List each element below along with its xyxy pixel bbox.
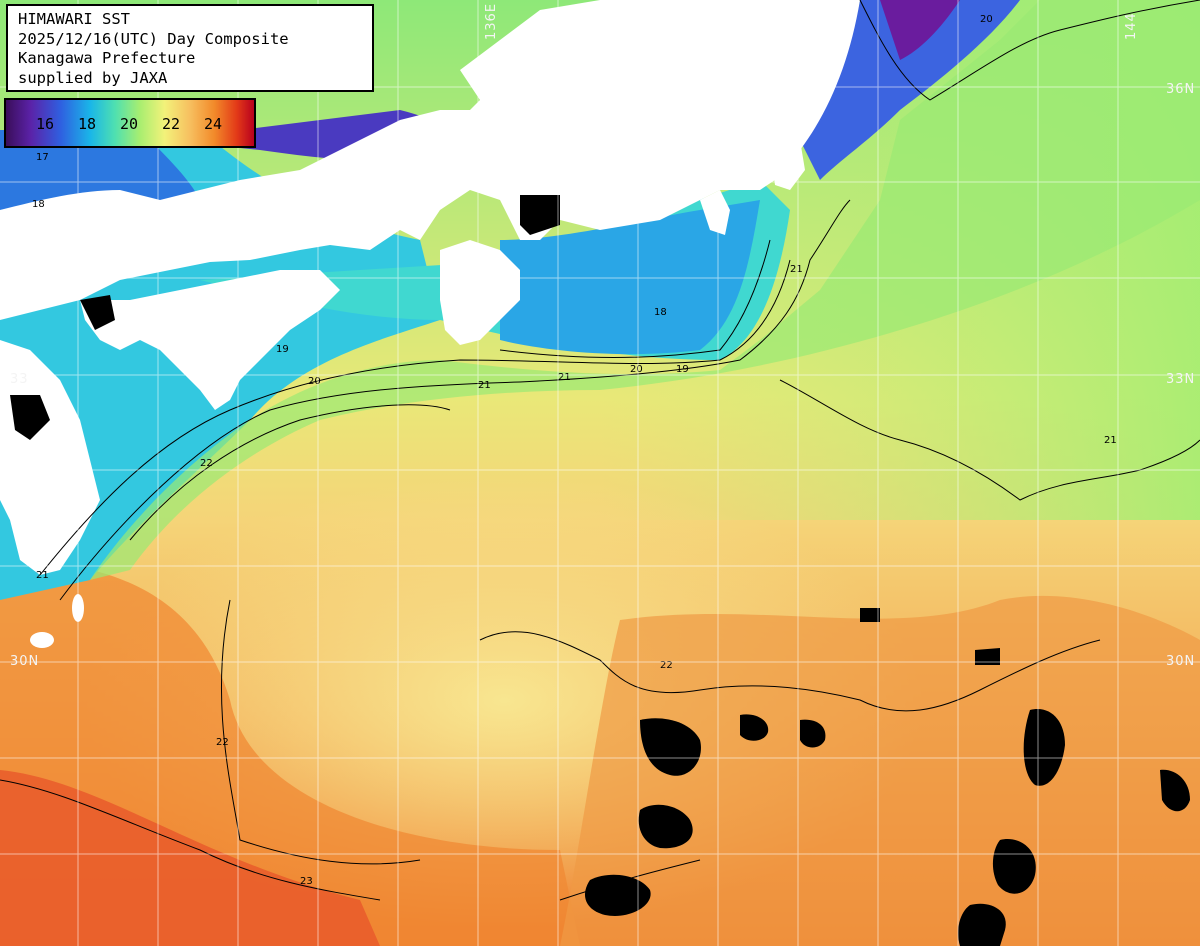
lat-label-33-left: 33: [10, 372, 29, 387]
isotherm-19: [499, 239, 771, 358]
contour-labels: 21 21 20 20 19 19 18 17 18 22 22 22 23 2…: [32, 14, 1117, 887]
title-product: HIMAWARI SST: [18, 10, 130, 28]
contour-label: 18: [32, 199, 45, 210]
land-honshu-west: [0, 0, 1200, 320]
west-cold-core: [0, 130, 200, 210]
cloud-patch: [520, 195, 560, 235]
green-coastal-band: [90, 0, 1200, 580]
lat-label-36n-right: 36N: [1166, 82, 1196, 97]
isotherm-20-east: [859, 0, 1200, 101]
legend-tick: 18: [78, 115, 97, 133]
legend-tick: 16: [36, 115, 55, 133]
cloud-patch: [10, 395, 50, 440]
isotherm-contours: [0, 0, 1200, 901]
isotherm-21-east: [779, 379, 1200, 501]
contour-label: 21: [558, 372, 571, 383]
northeast-cold-water: [800, 0, 1020, 180]
contour-label: 21: [36, 570, 49, 581]
cloud-patch: [1160, 769, 1190, 812]
contour-label: 22: [660, 660, 673, 671]
land-kii-peninsula: [440, 240, 520, 345]
southwest-hot-water: [0, 770, 380, 946]
contour-label: 20: [980, 14, 993, 25]
cloud-patch: [800, 719, 826, 748]
temperature-color-legend: 16 18 20 22 24: [4, 98, 256, 148]
lat-label-30n-left: 30N: [10, 654, 40, 669]
cloud-patch: [975, 648, 1000, 665]
contour-label: 21: [1104, 435, 1117, 446]
title-region: Kanagawa Prefecture: [18, 49, 196, 67]
legend-tick: 22: [162, 115, 181, 133]
legend-tick: 24: [204, 115, 223, 133]
contour-label: 19: [276, 344, 289, 355]
map-title-box: HIMAWARI SST 2025/12/16(UTC) Day Composi…: [6, 4, 374, 92]
contour-label: 18: [654, 307, 667, 318]
land-shikoku: [80, 270, 340, 410]
contour-label: 20: [630, 364, 643, 375]
cloud-mask-patches: [10, 195, 1190, 946]
lon-label-136e: 136E: [484, 2, 499, 40]
contour-label: 20: [308, 376, 321, 387]
contour-label: 22: [200, 458, 213, 469]
southeast-warm-water: [560, 595, 1200, 946]
contour-label: 21: [790, 264, 803, 275]
cloud-patch: [80, 295, 115, 330]
cloud-patch: [638, 804, 693, 849]
title-date: 2025/12/16(UTC) Day Composite: [18, 29, 289, 48]
land-boso-peninsula: [770, 140, 805, 190]
land-izu-peninsula: [700, 190, 730, 235]
cloud-patch: [640, 718, 701, 776]
island-tanegashima: [30, 632, 54, 648]
isotherm-20: [39, 259, 791, 576]
cloud-patch: [992, 839, 1036, 894]
isotherm-23: [0, 779, 701, 901]
contour-label: 19: [676, 364, 689, 375]
isotherm-21: [59, 199, 851, 601]
contour-label: 22: [216, 737, 229, 748]
isotherm-22: [129, 404, 451, 865]
cloud-patch: [860, 608, 880, 622]
title-credit: supplied by JAXA: [18, 68, 168, 87]
contour-label: 23: [300, 876, 313, 887]
cloud-patch: [958, 903, 1006, 946]
legend-tick: 20: [120, 115, 139, 133]
northeast-cold-core: [880, 0, 960, 60]
contour-label: 21: [478, 380, 491, 391]
lon-label-144: 144: [1124, 12, 1139, 40]
contour-label: 17: [36, 152, 49, 163]
isotherm-22-south: [479, 631, 1101, 712]
lat-label-30n-right: 30N: [1166, 654, 1196, 669]
cloud-patch: [740, 714, 769, 741]
lat-label-33n-right: 33N: [1166, 372, 1196, 387]
bay-cold-water: [500, 200, 760, 355]
cloud-patch: [1023, 709, 1065, 786]
cloud-patch: [585, 874, 651, 916]
